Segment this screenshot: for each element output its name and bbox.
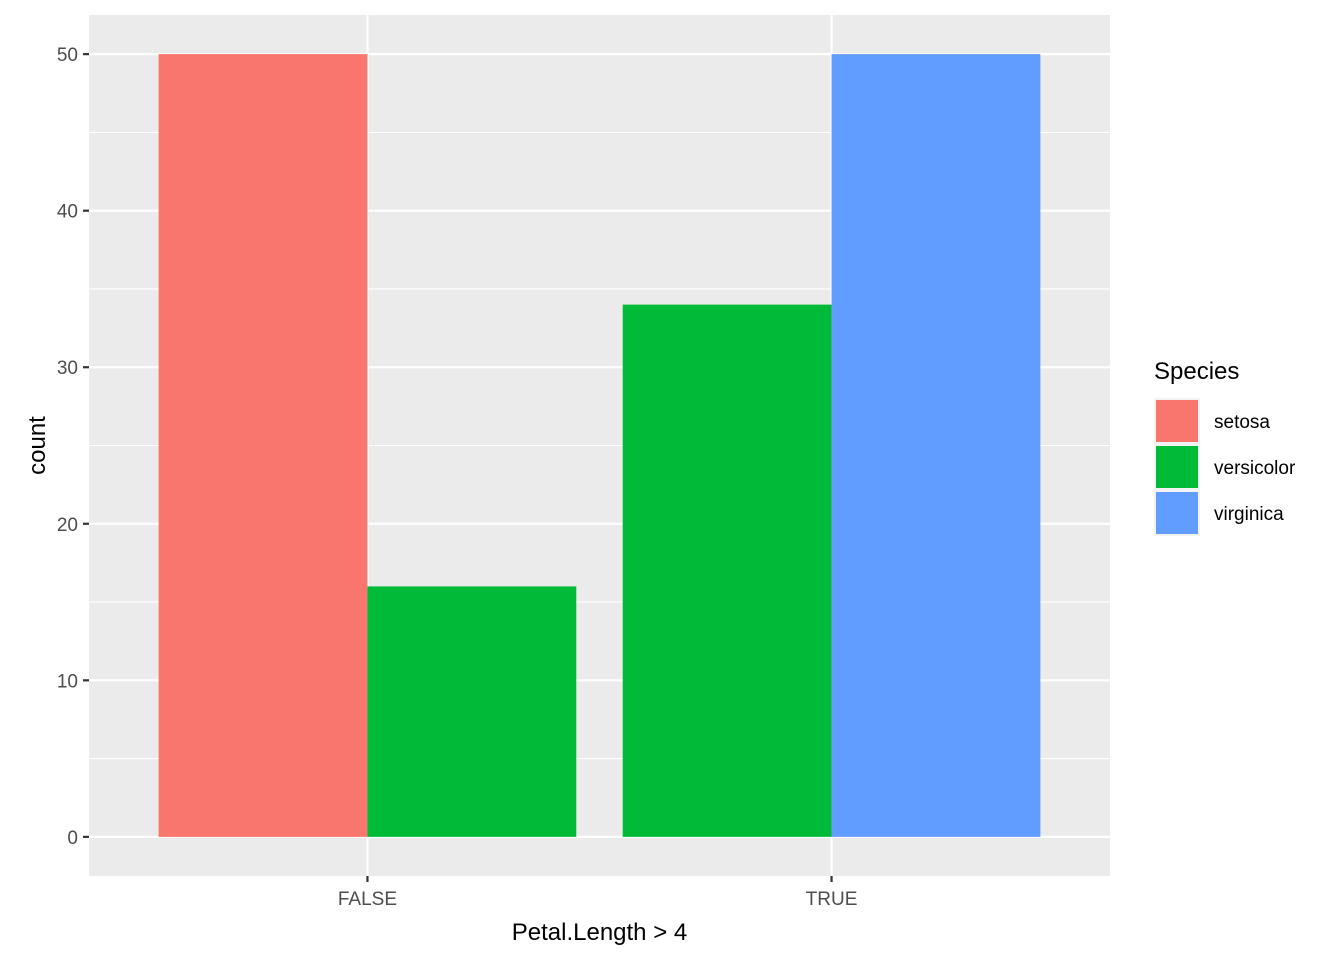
legend-swatch-versicolor [1156, 446, 1198, 488]
legend-label-setosa: setosa [1214, 412, 1270, 433]
legend-items: setosa versicolor virginica [1154, 398, 1296, 536]
bar-versicolor-false [367, 586, 577, 837]
bar-versicolor-true [622, 304, 832, 837]
legend-swatch-virginica [1156, 492, 1198, 534]
y-tick-label: 50 [57, 45, 78, 66]
y-tick-label: 10 [57, 671, 78, 692]
y-tick-label: 20 [57, 515, 78, 536]
bar-virginica-true [831, 54, 1041, 837]
bars [158, 54, 1041, 837]
y-tick-label: 30 [57, 358, 78, 379]
y-axis-title: count [24, 416, 51, 475]
legend: Species setosa versicolor virginica [1154, 358, 1296, 536]
legend-label-virginica: virginica [1214, 504, 1284, 525]
x-tick-label: TRUE [806, 889, 858, 910]
legend-label-versicolor: versicolor [1214, 458, 1296, 479]
x-axis-title: Petal.Length > 4 [512, 919, 687, 946]
x-axis: FALSE TRUE [338, 876, 858, 910]
y-tick-label: 40 [57, 202, 78, 223]
legend-title: Species [1154, 358, 1239, 385]
x-tick-label: FALSE [338, 889, 397, 910]
y-tick-label: 0 [67, 828, 78, 849]
legend-swatch-setosa [1156, 400, 1198, 442]
y-axis: 0 10 20 30 40 50 [57, 45, 89, 849]
bar-setosa-false [158, 54, 368, 837]
